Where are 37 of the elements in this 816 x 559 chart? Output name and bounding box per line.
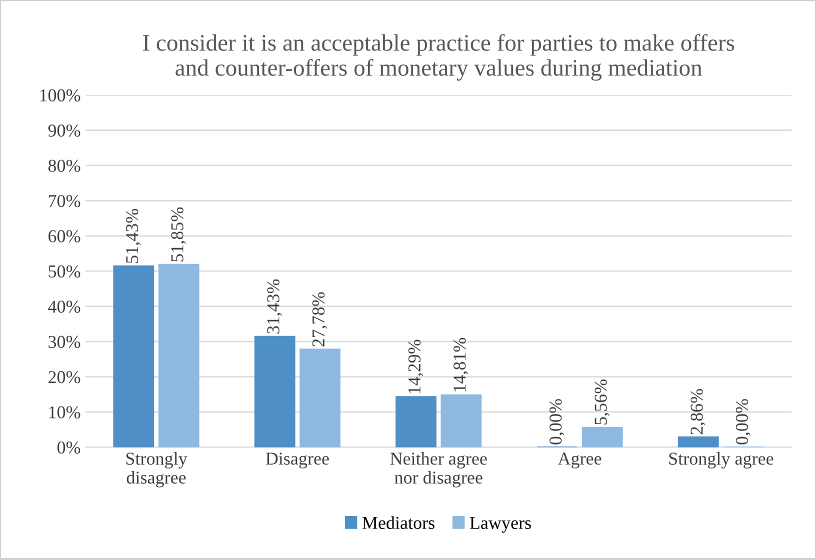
x-tick-label: Agree bbox=[558, 452, 602, 468]
legend-label: Mediators bbox=[362, 516, 434, 529]
bar bbox=[582, 426, 623, 448]
data-label: 27,78% bbox=[312, 292, 328, 346]
x-tick-label: Neither agree nor disagree bbox=[390, 452, 487, 488]
data-label: 14,81% bbox=[454, 338, 468, 392]
y-tick-label: 0% bbox=[57, 441, 80, 454]
bar bbox=[678, 436, 719, 448]
data-label: 14,29% bbox=[408, 340, 424, 394]
x-tick-label: Disagree bbox=[266, 452, 329, 468]
y-tick-label: 10% bbox=[49, 406, 80, 418]
y-tick-label: 90% bbox=[48, 124, 80, 137]
bar bbox=[396, 396, 436, 448]
y-tick-label: 50% bbox=[48, 265, 80, 278]
y-tick-label: 60% bbox=[48, 230, 80, 242]
bar bbox=[158, 264, 200, 448]
bar bbox=[113, 265, 154, 448]
x-tick-label: Strongly disagree bbox=[126, 452, 188, 488]
data-label: 0,00% bbox=[550, 399, 564, 444]
x-tick-label: Strongly agree bbox=[669, 452, 774, 468]
y-tick-label: 20% bbox=[48, 371, 80, 384]
chart-title: I consider it is an acceptable practice for parties to make offers and counter-offers of monetary values during mediation bbox=[143, 34, 734, 81]
data-label: 2,86% bbox=[690, 388, 706, 434]
y-tick-label: 40% bbox=[48, 300, 80, 313]
y-tick-label: 100% bbox=[40, 89, 80, 102]
data-label: 51,85% bbox=[171, 207, 186, 262]
bar bbox=[254, 336, 296, 448]
data-label: 51,43% bbox=[126, 208, 141, 263]
bar bbox=[300, 348, 340, 448]
y-tick-label: 70% bbox=[48, 194, 80, 208]
data-label: 31,43% bbox=[267, 279, 282, 334]
data-label: 0,00% bbox=[736, 399, 751, 444]
data-label: 5,56% bbox=[594, 379, 610, 424]
bar bbox=[440, 394, 482, 448]
legend-label: Lawyers bbox=[470, 516, 531, 533]
y-tick-label: 80% bbox=[48, 160, 80, 172]
y-tick-label: 30% bbox=[48, 336, 80, 348]
